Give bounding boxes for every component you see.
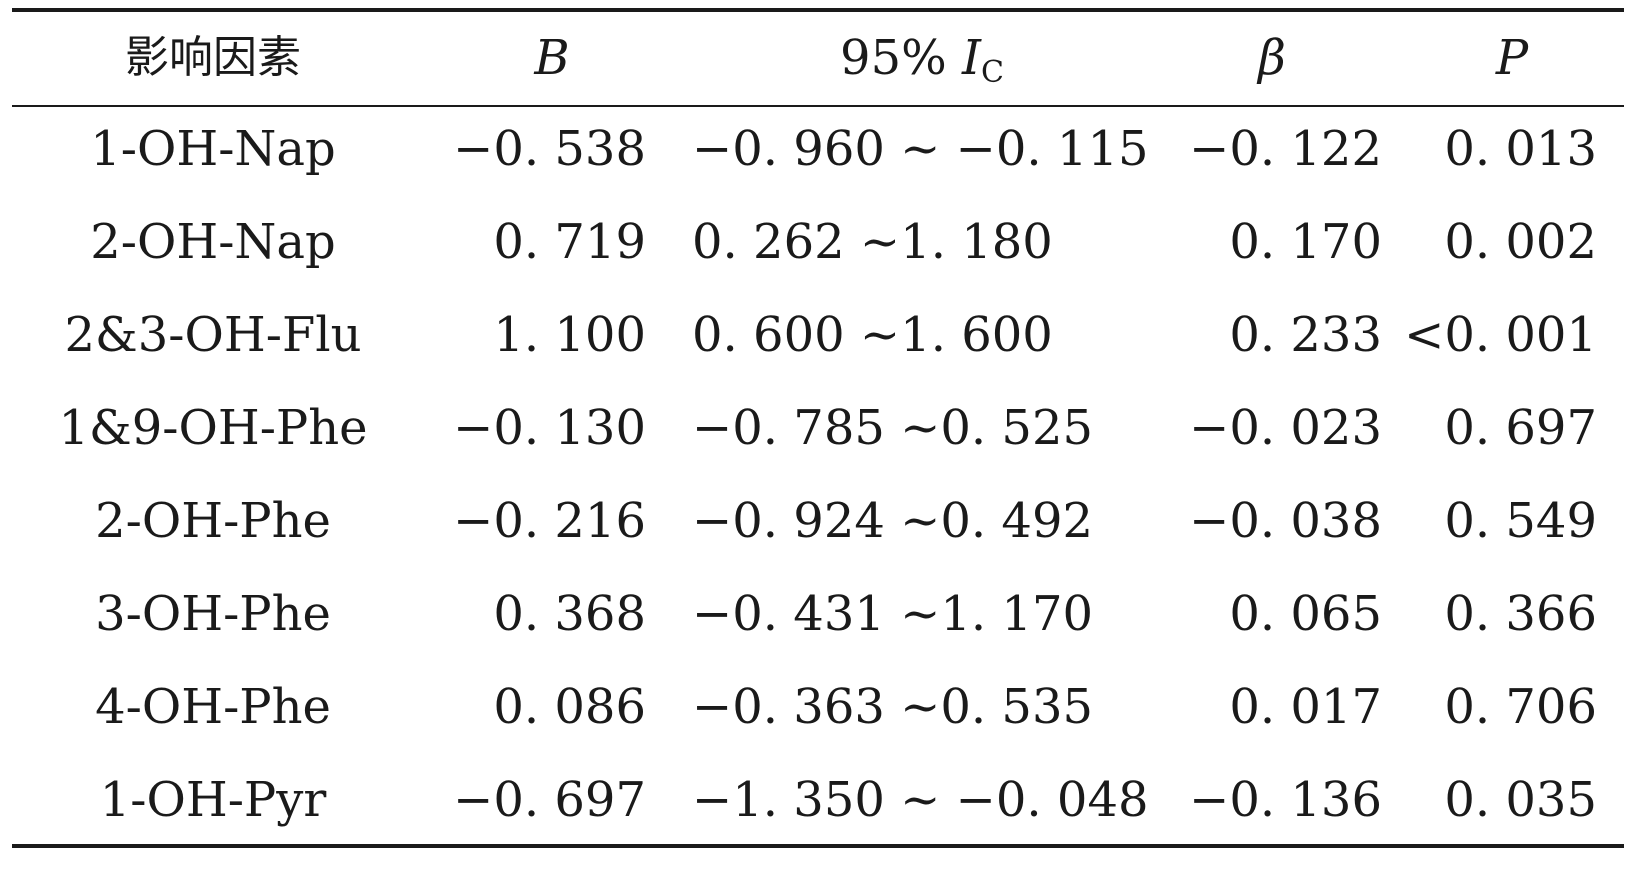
row-p: <0. 001: [1404, 307, 1597, 363]
row-ci: −0. 431 ~1. 170: [692, 586, 1094, 642]
row-p: 0. 002: [1444, 214, 1597, 270]
row-beta: −0. 023: [1189, 400, 1382, 456]
table-top-rule: [12, 8, 1624, 12]
row-factor: 2-OH-Nap: [90, 214, 336, 270]
row-b: 0. 719: [493, 214, 646, 270]
row-beta: −0. 038: [1189, 493, 1382, 549]
header-ci: 95% IC: [772, 28, 1072, 90]
row-b: −0. 697: [453, 772, 646, 828]
header-beta: β: [1258, 30, 1286, 86]
table-bottom-rule: [12, 844, 1624, 848]
header-b: B: [534, 30, 570, 86]
header-ci-symbol: I: [962, 30, 981, 86]
table-header-rule: [12, 105, 1624, 107]
row-ci: 0. 600 ~1. 600: [692, 307, 1053, 363]
row-b: −0. 538: [453, 121, 646, 177]
row-p: 0. 013: [1444, 121, 1597, 177]
row-factor: 4-OH-Phe: [95, 679, 331, 735]
row-factor: 2-OH-Phe: [95, 493, 331, 549]
row-b: 1. 100: [493, 307, 646, 363]
row-ci: −0. 960 ~ −0. 115: [692, 121, 1149, 177]
row-beta: 0. 065: [1229, 586, 1382, 642]
row-ci: 0. 262 ~1. 180: [692, 214, 1053, 270]
row-p: 0. 549: [1444, 493, 1597, 549]
row-beta: 0. 170: [1229, 214, 1382, 270]
header-p: P: [1495, 30, 1529, 86]
row-p: 0. 706: [1444, 679, 1597, 735]
row-p: 0. 366: [1444, 586, 1597, 642]
row-ci: −1. 350 ~ −0. 048: [692, 772, 1149, 828]
row-b: −0. 216: [453, 493, 646, 549]
row-factor: 2&3-OH-Flu: [64, 307, 362, 363]
row-p: 0. 035: [1444, 772, 1597, 828]
row-ci: −0. 924 ~0. 492: [692, 493, 1094, 549]
row-ci: −0. 785 ~0. 525: [692, 400, 1094, 456]
row-beta: −0. 136: [1189, 772, 1382, 828]
row-b: −0. 130: [453, 400, 646, 456]
row-p: 0. 697: [1444, 400, 1597, 456]
regression-table: 影响因素 B 95% IC β P 1-OH-Nap −0. 538 −0. 9…: [12, 8, 1624, 888]
header-ci-subscript: C: [980, 55, 1004, 90]
row-beta: −0. 122: [1189, 121, 1382, 177]
header-ci-prefix: 95%: [840, 30, 947, 86]
row-factor: 3-OH-Phe: [95, 586, 331, 642]
row-factor: 1-OH-Nap: [90, 121, 336, 177]
row-factor: 1-OH-Pyr: [99, 772, 327, 828]
row-ci: −0. 363 ~0. 535: [692, 679, 1094, 735]
row-b: 0. 086: [493, 679, 646, 735]
row-beta: 0. 017: [1229, 679, 1382, 735]
header-factor: 影响因素: [125, 32, 301, 83]
row-b: 0. 368: [493, 586, 646, 642]
row-beta: 0. 233: [1229, 307, 1382, 363]
row-factor: 1&9-OH-Phe: [58, 400, 368, 456]
